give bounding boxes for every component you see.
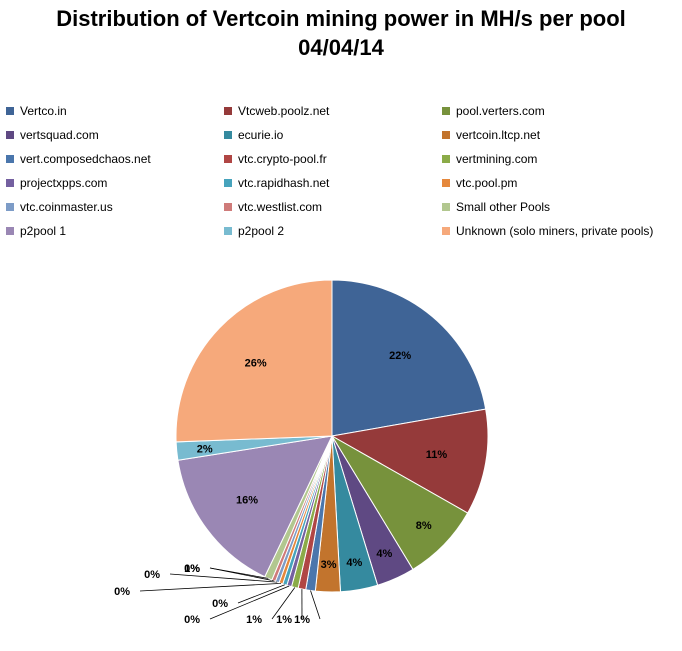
legend-label: vtc.westlist.com [238,200,323,214]
slice-label: 0% [144,569,160,581]
legend-item: Small other Pools [442,197,550,217]
pie-slice [331,279,487,437]
legend-item: vtc.coinmaster.us [6,197,113,217]
legend-item: Vertco.in [6,101,67,121]
legend-item: vtc.westlist.com [224,197,322,217]
chart-title-line-2: 04/04/14 [298,35,384,60]
leader-line [271,587,296,620]
legend-swatch [6,227,14,235]
slice-label: 22% [389,350,411,362]
legend-item: p2pool 1 [6,221,66,241]
leader-line [209,585,290,620]
slice-label: 1% [246,614,262,626]
legend-item: pool.verters.com [442,101,545,121]
legend-swatch [442,131,450,139]
leader-line [310,590,321,620]
legend-label: vtc.rapidhash.net [238,176,330,190]
legend-swatch [6,107,14,115]
slice-label: 0% [212,598,228,610]
chart-title-line-1: Distribution of Vertcoin mining power in… [56,6,626,31]
legend-swatch [6,179,14,187]
leader-line [237,584,285,604]
leader-line [139,583,281,592]
legend-swatch [224,131,232,139]
legend-item: p2pool 2 [224,221,284,241]
legend-label: Small other Pools [456,200,551,214]
legend-swatch [442,155,450,163]
slice-label: 0% [184,563,200,575]
legend-swatch [224,155,232,163]
legend-swatch [6,131,14,139]
leader-line [209,567,269,579]
legend-label: pool.verters.com [456,104,545,118]
legend-item: vertsquad.com [6,125,99,145]
slice-label: 16% [236,494,258,506]
legend-swatch [442,203,450,211]
legend-label: vtc.crypto-pool.fr [238,152,327,166]
legend-swatch [442,107,450,115]
legend-label: vertsquad.com [20,128,99,142]
legend-item: vert.composedchaos.net [6,149,151,169]
slice-label: 4% [346,557,362,569]
legend-swatch [442,179,450,187]
slice-label: 1% [276,614,292,626]
legend-item: vtc.crypto-pool.fr [224,149,327,169]
pie-slice [175,279,333,443]
legend-label: ecurie.io [238,128,284,142]
slice-label: 1% [184,563,200,575]
legend-label: p2pool 1 [20,224,67,238]
legend-label: vertcoin.ltcp.net [456,128,541,142]
legend-swatch [224,227,232,235]
legend-swatch [224,179,232,187]
legend-item: ecurie.io [224,125,283,145]
legend-item: Unknown (solo miners, private pools) [442,221,653,241]
legend-item: vtc.rapidhash.net [224,173,329,193]
leader-line [169,573,278,583]
legend-item: vertcoin.ltcp.net [442,125,540,145]
legend-label: Unknown (solo miners, private pools) [456,224,654,238]
legend-label: Vertco.in [20,104,67,118]
pie-slice [177,435,333,578]
legend-label: vtc.coinmaster.us [20,200,113,214]
legend-label: p2pool 2 [238,224,285,238]
slice-label: 26% [245,357,267,369]
slice-label: 4% [376,548,392,560]
slice-label: 0% [184,614,200,626]
legend-label: projectxpps.com [20,176,108,190]
slice-label: 3% [321,559,337,571]
legend-swatch [224,203,232,211]
legend-item: vtc.pool.pm [442,173,517,193]
slice-label: 1% [294,614,310,626]
slice-label: 8% [416,520,432,532]
slice-label: 2% [197,443,213,455]
legend-item: vertmining.com [442,149,537,169]
slice-label: 11% [426,449,448,461]
slice-label: 0% [114,586,130,598]
legend-swatch [442,227,450,235]
legend-item: Vtcweb.poolz.net [224,101,329,121]
legend-item: projectxpps.com [6,173,107,193]
legend-swatch [6,203,14,211]
legend-swatch [6,155,14,163]
pie-slice [330,408,489,514]
chart-title: Distribution of Vertcoin mining power in… [0,4,682,62]
legend-label: Vtcweb.poolz.net [238,104,330,118]
legend-label: vertmining.com [456,152,538,166]
legend-label: vtc.pool.pm [456,176,518,190]
legend-swatch [224,107,232,115]
legend-label: vert.composedchaos.net [20,152,151,166]
